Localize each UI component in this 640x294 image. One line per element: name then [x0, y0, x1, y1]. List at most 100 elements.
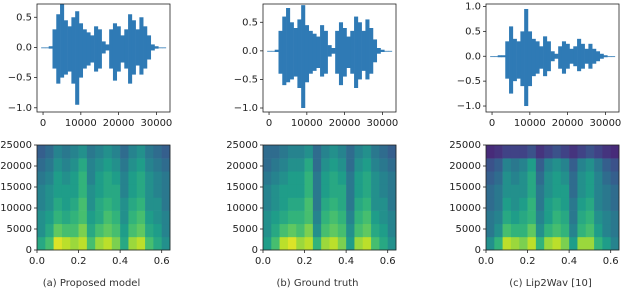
heatmap-cell	[271, 171, 280, 185]
heatmap-cell	[279, 171, 289, 185]
waveform-segment	[282, 16, 287, 86]
heatmap-cell	[304, 158, 314, 172]
heatmap-cell	[552, 197, 562, 211]
heatmap-cell	[494, 236, 503, 251]
heatmap-cell	[354, 210, 364, 225]
heatmap-cell	[569, 210, 578, 225]
heatmap-cell	[53, 197, 63, 211]
heatmap-cell	[354, 184, 364, 198]
waveform-segment	[512, 38, 517, 82]
heatmap-cell	[128, 236, 138, 251]
waveform-segment	[335, 30, 340, 74]
heatmap-cell	[346, 158, 355, 172]
heatmap-cell	[61, 223, 71, 238]
heatmap-cell	[78, 236, 88, 251]
x-tick-label: 20000	[552, 118, 584, 129]
heatmap-cell	[271, 236, 280, 251]
heatmap-cell	[95, 184, 104, 198]
heatmap-cell	[602, 236, 611, 251]
heatmap-cell	[494, 145, 503, 159]
waveform-segment	[316, 36, 321, 68]
waveform-segment	[289, 22, 294, 80]
heatmap-cell	[502, 197, 512, 211]
heatmap-cell	[594, 158, 603, 172]
heatmap-cell	[37, 210, 46, 225]
heatmap-cell	[585, 210, 595, 225]
waveform-segment	[539, 46, 544, 69]
y-tick-label: 20000	[0, 161, 32, 172]
heatmap-cell	[527, 210, 537, 225]
waveform-segment	[554, 53, 559, 59]
heatmap-cell	[279, 184, 289, 198]
heatmap-cell	[86, 223, 96, 238]
y-tick-label: −1.0	[234, 103, 258, 114]
y-tick-label: 10000	[226, 203, 258, 214]
y-tick-label: 15000	[449, 182, 481, 193]
heatmap-cell	[552, 171, 562, 185]
heatmap-cell	[111, 158, 121, 172]
heatmap-cell	[569, 223, 578, 238]
waveform-segment	[78, 23, 84, 78]
heatmap-cell	[569, 197, 578, 211]
waveform-segment	[131, 20, 136, 75]
heatmap-cell	[387, 236, 397, 251]
heatmap-cell	[287, 171, 297, 185]
heatmap-cell	[552, 158, 562, 172]
heatmap-cell	[486, 171, 495, 185]
waveform-segment	[308, 30, 313, 74]
heatmap-cell	[502, 158, 512, 172]
axes-frame	[36, 144, 171, 251]
heatmap-cell	[502, 210, 512, 225]
heatmap-cell	[263, 197, 272, 211]
waveform-segment	[112, 23, 118, 81]
heatmap-cell	[153, 197, 162, 211]
heatmap-cell	[53, 158, 63, 172]
heatmap-cell	[346, 236, 355, 251]
waveform-segment	[44, 47, 50, 49]
heatmap-cell	[263, 236, 272, 251]
x-tick-label: 0.4	[112, 256, 128, 267]
y-tick-label: 0.0	[16, 42, 32, 53]
heatmap-cell	[371, 197, 380, 211]
heatmap-cell	[502, 236, 512, 251]
heatmap-cell	[271, 210, 280, 225]
heatmap-cell	[161, 158, 171, 172]
heatmap-cell	[61, 145, 71, 159]
heatmap-cell	[53, 210, 63, 225]
heatmap-cell	[136, 158, 146, 172]
y-tick-label: 0.5	[16, 12, 32, 23]
heatmap-cell	[86, 184, 96, 198]
waveform-segment	[346, 36, 351, 68]
heatmap-cell	[61, 197, 71, 211]
heatmap-cell	[544, 171, 553, 185]
heatmap-cell	[128, 145, 138, 159]
heatmap-cell	[37, 145, 46, 159]
heatmap-cell	[279, 158, 289, 172]
waveform-segment	[71, 17, 76, 84]
heatmap-cell	[346, 197, 355, 211]
waveform-segment	[342, 28, 347, 77]
heatmap-cell	[120, 223, 129, 238]
heatmap-cell	[371, 210, 380, 225]
heatmap-cell	[153, 184, 162, 198]
y-tick-label: 1.0	[465, 1, 481, 12]
heatmap-cell	[287, 197, 297, 211]
y-tick-label: 5000	[233, 224, 258, 235]
x-tick-label: 10000	[514, 118, 546, 129]
heatmap-cell	[103, 171, 113, 185]
heatmap-cell	[560, 236, 570, 251]
heatmap-cell	[86, 210, 96, 225]
heatmap-cell	[53, 145, 63, 159]
heatmap-cell	[321, 145, 330, 159]
heatmap-cell	[585, 184, 595, 198]
heatmap-cell	[552, 145, 562, 159]
x-tick-label: 0.4	[561, 256, 577, 267]
heatmap-cell	[329, 197, 339, 211]
waveform-segment	[56, 14, 61, 84]
heatmap-cell	[602, 210, 611, 225]
waveform-segment	[592, 48, 597, 64]
heatmap-cell	[271, 145, 280, 159]
heatmap-cell	[544, 184, 553, 198]
heatmap-cell	[337, 210, 347, 225]
